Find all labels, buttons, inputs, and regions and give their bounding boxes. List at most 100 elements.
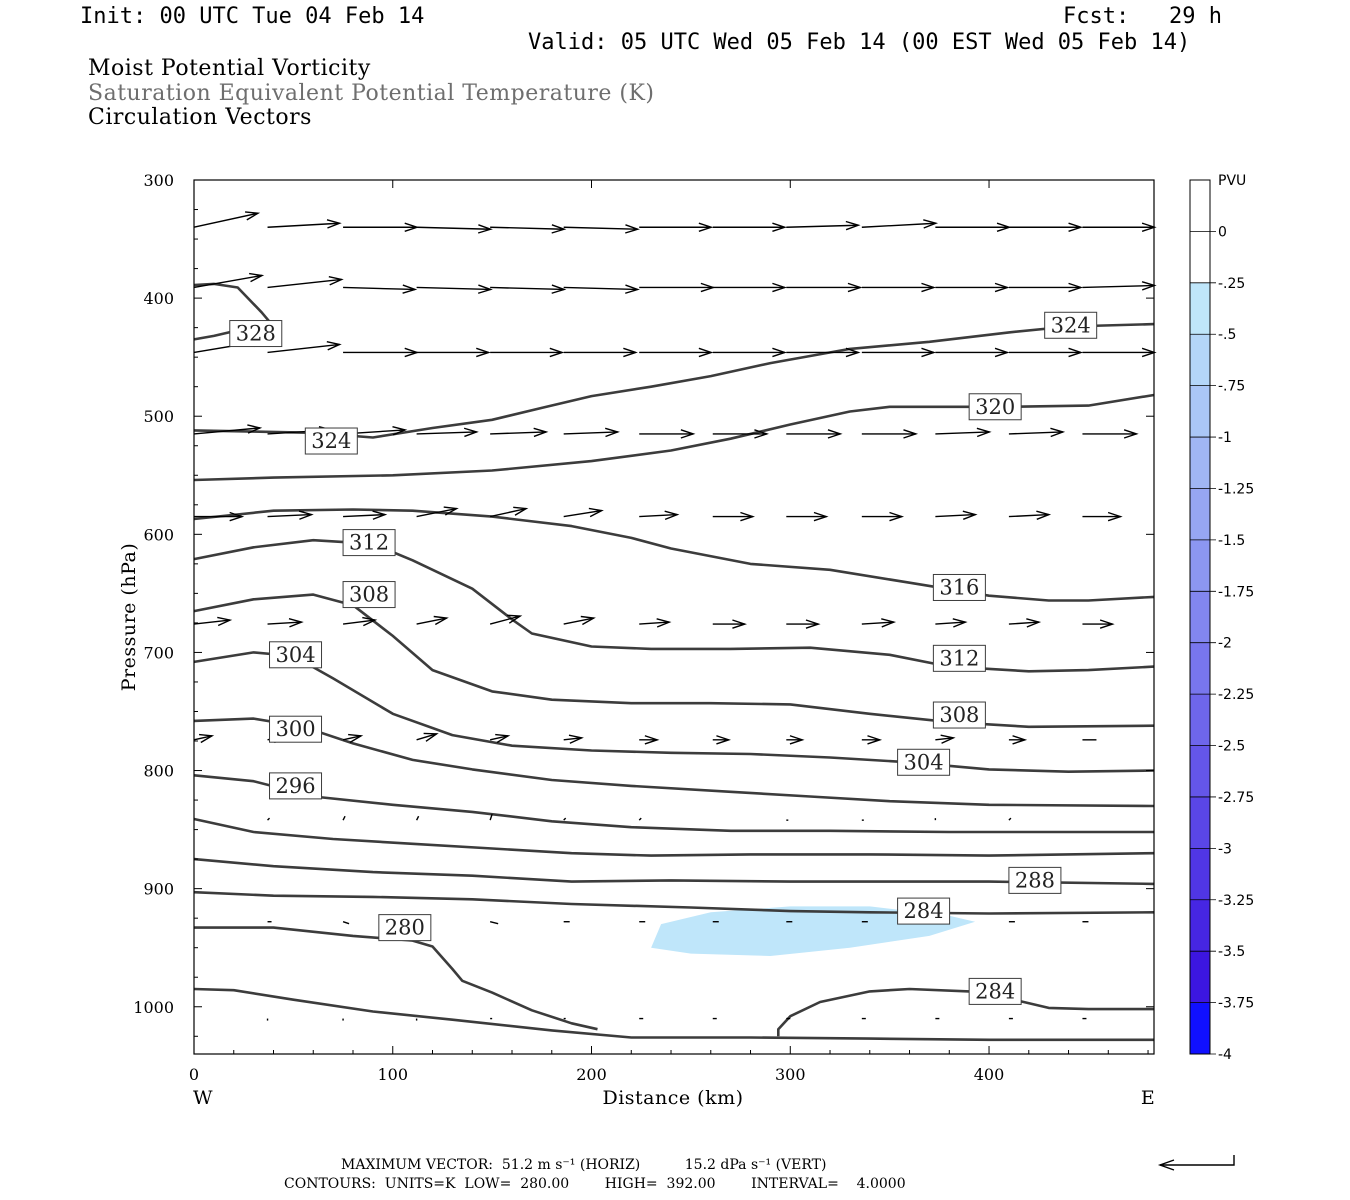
contour-label-320: 320	[975, 395, 1015, 419]
contour-label-box	[229, 320, 283, 348]
vector-shaft	[343, 513, 386, 518]
vector-head	[940, 734, 956, 744]
vector-head	[889, 511, 905, 522]
vector-shaft	[490, 286, 565, 291]
y-tick-label: 800	[143, 762, 174, 781]
colorbar-swatch	[1190, 745, 1210, 798]
vector-shaft	[342, 921, 350, 925]
vector-head	[1012, 735, 1028, 745]
contour-label-288: 288	[1015, 868, 1055, 892]
vector-shaft	[1008, 621, 1039, 625]
vector-shaft	[193, 212, 259, 228]
vector-shaft	[1008, 513, 1049, 518]
vector-shaft	[563, 737, 582, 741]
contour-label-box	[342, 529, 396, 557]
vector-shaft	[861, 222, 936, 228]
colorbar-swatch	[1190, 591, 1210, 644]
theta-e-contour-296	[193, 774, 1154, 834]
contour-label-304: 304	[904, 750, 944, 774]
forecast-hour: Fcst: 29 h	[1063, 4, 1222, 29]
vector-head	[847, 282, 863, 293]
colorbar-swatch	[1190, 694, 1210, 747]
vector-head	[740, 511, 755, 522]
theta-e-contour-284	[777, 987, 1154, 1037]
colorbar-swatch	[1190, 180, 1210, 232]
contour-label-box	[1008, 866, 1062, 894]
vector-head	[921, 282, 937, 293]
vector-shaft	[1082, 284, 1155, 289]
vector-shaft	[267, 278, 342, 289]
y-tick-label: 500	[143, 407, 174, 426]
vector-head	[994, 282, 1010, 293]
vector-shaft	[193, 619, 231, 625]
vector-head	[198, 733, 215, 744]
colorbar-swatch	[1190, 1002, 1210, 1055]
vector-shaft	[193, 427, 261, 435]
theta-e-contour-324	[193, 322, 1155, 439]
colorbar-level-label: -2.5	[1218, 739, 1245, 755]
valid-time: Valid: 05 UTC Wed 05 Feb 14 (00 EST Wed …	[528, 30, 1191, 55]
vector-head	[1068, 282, 1084, 293]
vector-head	[1068, 222, 1084, 232]
vector-shaft	[415, 815, 420, 821]
contour-label-box	[378, 914, 432, 942]
colorbar-level-label: -1.5	[1218, 533, 1245, 549]
vector-head	[423, 732, 439, 742]
vector-shaft	[342, 619, 376, 625]
vector-shaft	[563, 431, 618, 435]
vector-head	[477, 284, 493, 294]
colorbar-swatch	[1190, 385, 1210, 438]
vector-head	[568, 734, 584, 744]
y-tick-label: 1000	[133, 998, 174, 1017]
vector-head	[772, 282, 787, 293]
vector-shaft	[935, 737, 954, 741]
vector-head	[845, 347, 861, 358]
vector-head	[732, 619, 747, 629]
contour-label-box	[304, 427, 358, 455]
x-tick-label: 400	[974, 1065, 1005, 1084]
vector-head	[533, 427, 549, 438]
vector-shaft	[342, 815, 346, 821]
theta-e-contour-288	[193, 857, 1155, 886]
vector-shaft	[193, 274, 263, 289]
vector-head	[348, 733, 364, 744]
vector-shaft	[563, 817, 567, 821]
contour-label-312: 312	[349, 531, 389, 555]
vector-shaft	[416, 226, 491, 230]
vector-shaft	[489, 507, 527, 518]
vector-head	[402, 284, 418, 294]
vector-shaft	[416, 507, 457, 518]
vector-head	[827, 429, 843, 439]
vector-head	[962, 510, 978, 520]
contour-label-308: 308	[939, 703, 979, 727]
contour-label-316: 316	[939, 575, 979, 599]
colorbar-level-label: -3.25	[1218, 893, 1254, 909]
vector-head	[507, 614, 523, 624]
vector-head	[326, 341, 342, 351]
vector-head	[845, 220, 861, 231]
contour-label-box	[932, 701, 986, 729]
vector-head	[789, 735, 805, 745]
colorbar-swatch	[1190, 334, 1210, 387]
vector-shaft	[563, 617, 594, 625]
vector-shaft	[267, 343, 340, 354]
colorbar-swatch	[1190, 282, 1210, 335]
vector-head	[716, 735, 731, 745]
vector-head	[1123, 429, 1139, 439]
vector-shaft	[193, 735, 213, 741]
x-tick-label: 100	[377, 1065, 408, 1084]
contour-label-box	[897, 897, 951, 925]
y-tick-label: 300	[143, 171, 174, 190]
contour-label-324: 324	[311, 429, 351, 453]
vector-shaft	[935, 621, 966, 625]
west-label: W	[193, 1087, 213, 1109]
vector-shaft	[1008, 817, 1012, 821]
vector-head	[249, 272, 265, 283]
vector-head	[867, 735, 883, 745]
field-label-theta-es: Saturation Equivalent Potential Temperat…	[88, 81, 655, 106]
contour-label-300: 300	[275, 717, 315, 741]
contour-label-box	[342, 581, 396, 609]
vector-head	[362, 616, 378, 627]
pv-shaded-region	[651, 906, 976, 956]
